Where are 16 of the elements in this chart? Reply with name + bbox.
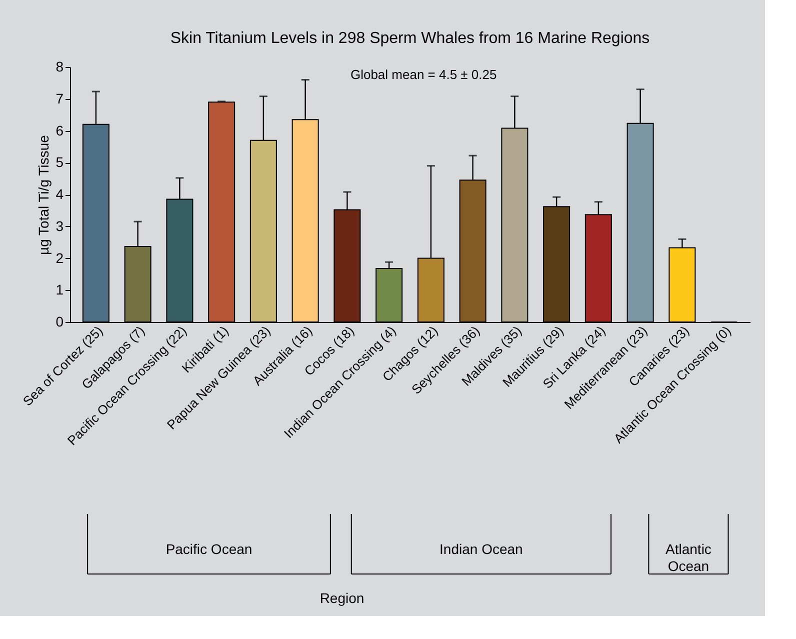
text: Pacific Ocean: [166, 541, 252, 557]
y-tick-label: 3: [56, 218, 64, 234]
y-tick-label: 4: [56, 186, 64, 202]
y-tick-label: 7: [56, 90, 64, 106]
y-tick-label: 6: [56, 122, 64, 138]
text: Indian Ocean: [440, 541, 523, 557]
y-tick-label: 2: [56, 250, 64, 266]
text: Atlantic Ocean: [666, 541, 712, 574]
y-tick-label: 1: [56, 282, 64, 298]
annotation: Global mean = 4.5 ± 0.25: [350, 67, 497, 82]
y-axis-title: µg Total Ti/g Tissue: [36, 134, 52, 255]
y-tick-label: 5: [56, 154, 64, 170]
y-tick-label: 0: [56, 314, 64, 330]
text: Region: [320, 590, 364, 606]
y-tick-label: 8: [56, 58, 64, 74]
chart-title: Skin Titanium Levels in 298 Sperm Whales from 16 Marine Regions: [170, 30, 650, 47]
